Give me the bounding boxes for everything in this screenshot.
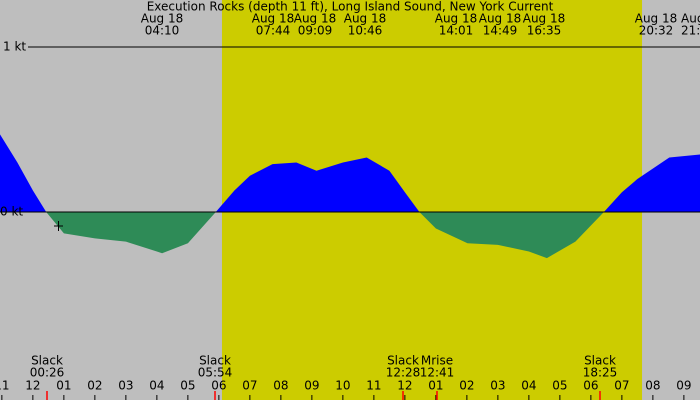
x-tick-label: 02 — [87, 379, 102, 393]
x-tick-label: 07 — [242, 379, 257, 393]
event-time: 20:32 — [639, 24, 674, 38]
x-tick-label: 09 — [304, 379, 319, 393]
y-tick-label: 0 kt — [0, 204, 23, 218]
x-tick-label: 09 — [676, 379, 691, 393]
event-date: Aug 18 — [344, 12, 387, 26]
ebb-area — [0, 211, 700, 259]
event-date: Aug 18 — [294, 12, 337, 26]
event-date: Aug 18 — [523, 12, 566, 26]
event-time: 12:41 — [420, 366, 455, 380]
event-time: 07:44 — [256, 24, 291, 38]
event-time: 05:54 — [198, 366, 233, 380]
x-tick-label: 01 — [56, 379, 71, 393]
x-tick-label: 02 — [459, 379, 474, 393]
event-name: Slack — [199, 354, 231, 368]
x-tick-label: 12 — [397, 379, 412, 393]
x-tick-label: 08 — [273, 379, 288, 393]
event-name: Slack — [31, 354, 63, 368]
event-time: 10:46 — [348, 24, 383, 38]
x-tick-label: 11 — [366, 379, 381, 393]
event-time: 21: — [681, 24, 700, 38]
x-tick-label: 03 — [118, 379, 133, 393]
event-date: Aug 18 — [635, 12, 678, 26]
x-tick-label: 01 — [428, 379, 443, 393]
x-tick-label: 10 — [335, 379, 350, 393]
x-tick-label: 04 — [521, 379, 536, 393]
event-date: Aug 18 — [681, 12, 700, 26]
x-tick-label: 05 — [552, 379, 567, 393]
x-tick-label: 08 — [645, 379, 660, 393]
event-date: Aug 18 — [252, 12, 295, 26]
x-tick-label: 06 — [583, 379, 598, 393]
y-tick-label: 1 kt — [3, 40, 26, 54]
event-time: 18:25 — [583, 366, 618, 380]
x-tick-label: 12 — [25, 379, 40, 393]
event-time: 16:35 — [527, 24, 562, 38]
event-date: Aug 18 — [479, 12, 522, 26]
event-time: 14:49 — [483, 24, 518, 38]
event-name: Slack — [584, 354, 616, 368]
event-time: 12:28 — [386, 366, 421, 380]
x-tick-label: 06 — [211, 379, 226, 393]
chart-title: Execution Rocks (depth 11 ft), Long Isla… — [147, 0, 554, 14]
x-tick-label: 04 — [149, 379, 164, 393]
x-tick-label: 11 — [0, 379, 10, 393]
plot-layer: 1 kt 0 kt 11 12 01 02 03 04 05 06 07 08 09 10 11 12 01 02… — [0, 12, 700, 400]
x-tick-label: 03 — [490, 379, 505, 393]
event-time: 04:10 — [145, 24, 180, 38]
event-time: 09:09 — [298, 24, 333, 38]
flood-area — [0, 134, 700, 212]
event-time: 00:26 — [30, 366, 65, 380]
event-name: Mrise — [421, 354, 453, 368]
event-name: Slack — [387, 354, 419, 368]
x-tick-label: 05 — [180, 379, 195, 393]
event-time: 14:01 — [439, 24, 474, 38]
x-tick-label: 07 — [614, 379, 629, 393]
event-date: Aug 18 — [435, 12, 478, 26]
event-date: Aug 18 — [141, 12, 184, 26]
